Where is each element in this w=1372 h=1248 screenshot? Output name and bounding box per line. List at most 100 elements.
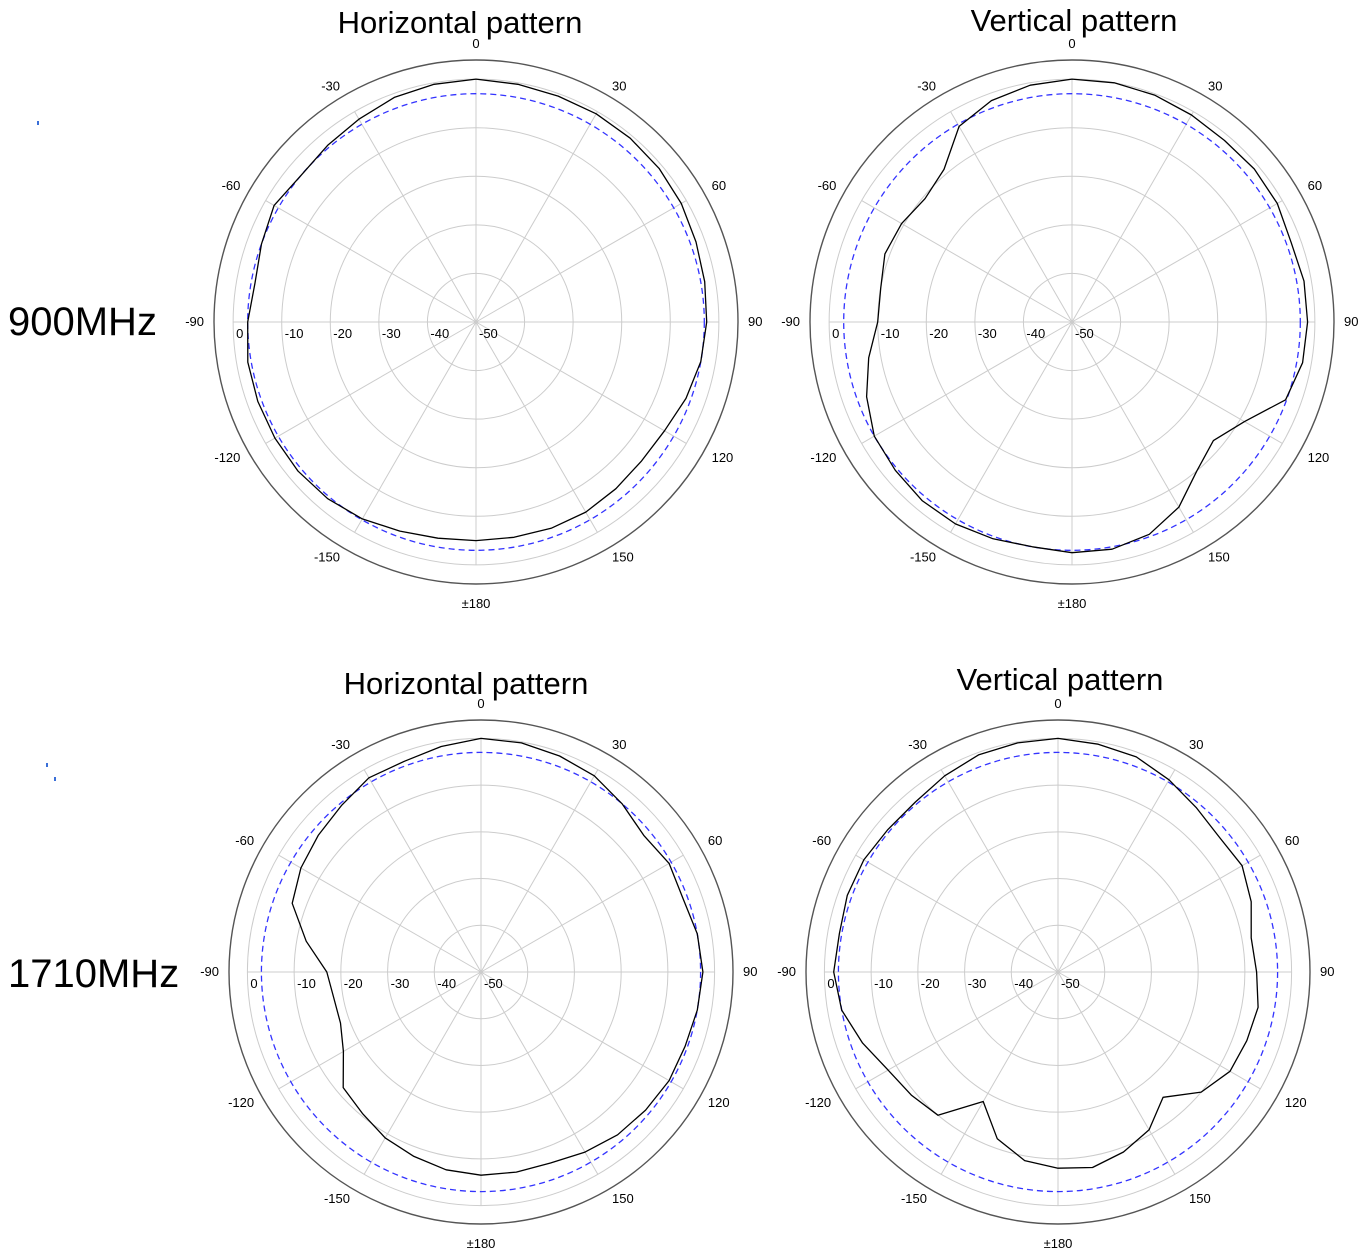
angle-label: -150 [324,1191,350,1206]
angle-label: 90 [748,314,762,329]
outer-circle [228,719,734,1225]
stray-mark [46,763,48,767]
grid-spoke [861,321,1073,444]
grid-spoke [950,111,1073,323]
grid-spoke [1071,111,1194,323]
pattern-curve [247,78,708,542]
pattern-curve [291,737,704,1176]
angle-label: 60 [1308,178,1322,193]
angle-label: 0 [472,36,479,51]
angle-label: 0 [1054,696,1061,711]
angle-label: 0 [477,696,484,711]
chart-title: Vertical pattern [956,662,1164,697]
angle-label: 60 [1285,833,1299,848]
stray-mark [37,121,39,125]
radial-label: -40 [430,326,449,341]
grid-spoke [475,321,687,444]
angle-label: 0 [1068,36,1075,51]
grid-spoke [1071,200,1283,323]
reference-level-circle [260,751,702,1193]
grid-spoke [480,971,599,1175]
radial-label: -10 [881,326,900,341]
grid-spoke [265,321,477,444]
grid-spoke [1071,321,1283,444]
radial-label: -40 [1026,326,1045,341]
grid-spoke [1071,321,1194,533]
reference-level-circle [843,93,1301,551]
grid-spoke [1057,769,1176,973]
grid-spoke [354,111,477,323]
angle-label: -150 [901,1191,927,1206]
angle-label: -90 [781,314,800,329]
angle-label: -60 [222,178,241,193]
angle-label: -120 [810,450,836,465]
reference-level-circle [247,93,705,551]
angle-label: 120 [1285,1095,1307,1110]
angle-label: 30 [612,737,626,752]
grid-spoke [1057,854,1261,973]
grid-spoke [354,321,477,533]
grid-spoke [475,111,598,323]
grid-spoke [278,854,482,973]
grid-spoke [940,971,1059,1175]
radial-label: -50 [484,976,503,991]
angle-label: -60 [818,178,837,193]
chart-title: Vertical pattern [970,3,1178,38]
grid-spoke [861,200,1073,323]
angle-label: 150 [612,550,634,565]
angle-label: ±180 [462,596,491,611]
angle-label: 120 [712,450,734,465]
angle-label: -120 [805,1095,831,1110]
grid-spoke [480,854,684,973]
pattern-curve [865,78,1309,554]
grid-spoke [278,971,482,1090]
chart-title: Horizontal pattern [337,5,583,40]
radial-label: 0 [236,326,243,341]
radial-label: 0 [250,976,257,991]
angle-label: ±180 [1058,596,1087,611]
grid-spoke [1057,971,1261,1090]
angle-label: -30 [331,737,350,752]
radial-label: -10 [285,326,304,341]
angle-label: ±180 [1044,1236,1073,1248]
radial-label: -50 [1075,326,1094,341]
grid-spoke [480,769,599,973]
angle-label: 150 [1189,1191,1211,1206]
radial-label: -30 [978,326,997,341]
grid-spoke [363,971,482,1175]
radial-label: -30 [382,326,401,341]
radial-label: -20 [929,326,948,341]
angle-label: -120 [228,1095,254,1110]
angle-label: 120 [1308,450,1330,465]
angle-label: 30 [1208,78,1222,93]
reference-level-circle [837,751,1279,1193]
radial-label: -40 [1014,976,1033,991]
outer-circle [805,719,1311,1225]
angle-label: 150 [612,1191,634,1206]
pattern-curve [833,737,1259,1169]
outer-circle [213,59,739,585]
angle-label: -90 [200,964,219,979]
radial-label: -30 [968,976,987,991]
angle-label: -150 [910,550,936,565]
radial-label: -10 [874,976,893,991]
angle-label: -120 [214,450,240,465]
stray-mark [54,777,56,781]
grid-spoke [1057,971,1176,1175]
radial-label: -50 [479,326,498,341]
grid-spoke [265,200,477,323]
outer-circle [809,59,1335,585]
radial-label: -10 [297,976,316,991]
angle-label: 60 [712,178,726,193]
angle-label: -90 [777,964,796,979]
grid-spoke [855,854,1059,973]
grid-spoke [940,769,1059,973]
angle-label: 90 [743,964,757,979]
radial-label: -40 [437,976,456,991]
angle-label: 150 [1208,550,1230,565]
grid-spoke [480,971,684,1090]
